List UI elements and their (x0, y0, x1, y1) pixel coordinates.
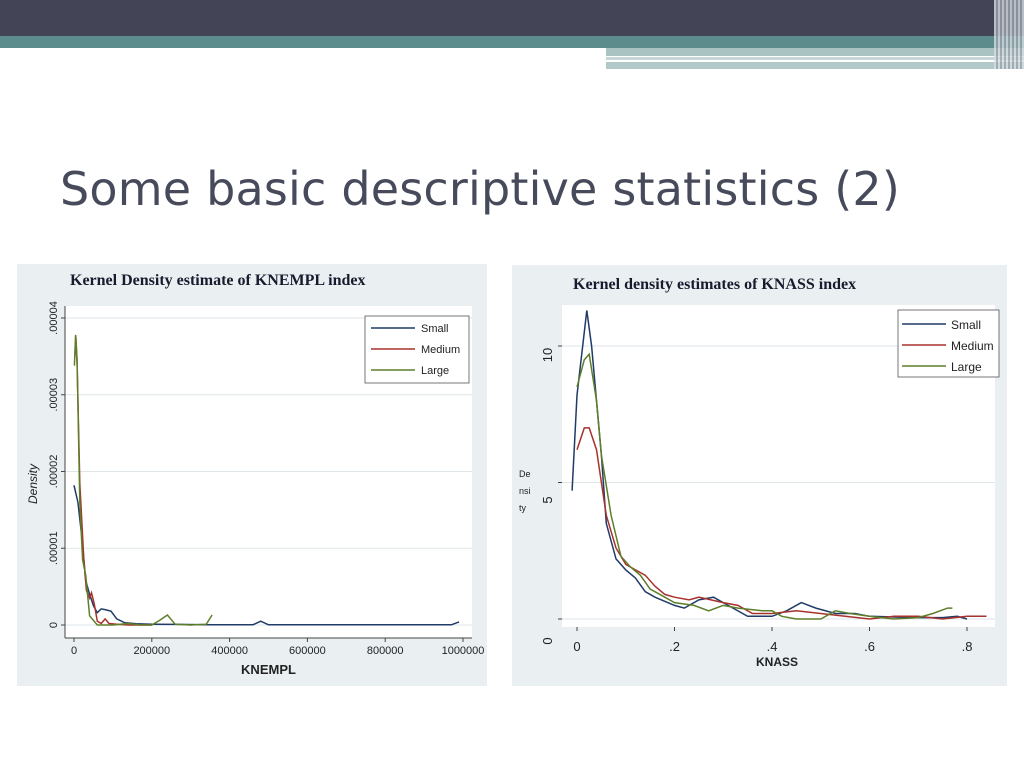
y-axis-label-part: ty (519, 503, 527, 513)
chart-knempl-panel: Kernel Density estimate of KNEMPL index 0… (17, 264, 487, 686)
y-tick-label: 0 (48, 622, 60, 628)
accent-band-light (606, 48, 1024, 56)
series-line-large (576, 352, 953, 620)
legend-label: Large (951, 360, 982, 374)
legend-label: Small (951, 318, 981, 332)
accent-band-lower (606, 62, 1024, 69)
chart-title: Kernel Density estimate of KNEMPL index (70, 272, 366, 289)
series-line-large (73, 334, 213, 626)
x-tick-label: 0 (71, 645, 77, 657)
accent-band-thin (606, 57, 1024, 60)
x-tick-label: 200000 (133, 645, 170, 657)
x-tick-label: 1000000 (442, 645, 485, 657)
x-tick-label: .8 (962, 639, 973, 654)
chart-knempl: Kernel Density estimate of KNEMPL index 0… (26, 272, 485, 677)
header-bar (0, 0, 1024, 36)
y-axis-label-part: nsi (519, 486, 531, 496)
accent-band (0, 36, 1024, 48)
y-tick-label: 10 (540, 348, 555, 362)
legend-label: Medium (421, 344, 460, 356)
y-axis-label: Density (26, 463, 40, 504)
y-tick-label: .00001 (48, 531, 60, 565)
legend-label: Small (421, 323, 449, 335)
x-tick-label: 400000 (211, 645, 248, 657)
series-line-small (73, 485, 460, 626)
y-tick-label: .00004 (48, 301, 60, 335)
x-tick-label: 600000 (289, 645, 326, 657)
y-axis-label-part: De (519, 469, 531, 479)
x-tick-label: .2 (669, 639, 680, 654)
x-tick-label: .4 (767, 639, 778, 654)
x-tick-label: 800000 (367, 645, 404, 657)
chart-title: Kernel density estimates of KNASS index (573, 276, 856, 293)
slide-title: Some basic descriptive statistics (2) (60, 162, 900, 216)
y-tick-label: .00003 (48, 378, 60, 412)
x-axis-label: KNEMPL (241, 662, 296, 677)
y-tick-label: 0 (540, 637, 555, 644)
x-tick-label: 0 (573, 639, 580, 654)
x-axis-label: KNASS (756, 655, 798, 669)
chart-knass-panel: Kernel density estimates of KNASS index 0… (512, 265, 1007, 686)
chart-knass: Kernel density estimates of KNASS index 0… (519, 276, 1000, 669)
decorative-stripes (994, 0, 1024, 69)
x-tick-label: .6 (864, 639, 875, 654)
y-tick-label: .00002 (48, 455, 60, 489)
y-tick-label: 5 (540, 496, 555, 503)
legend-label: Medium (951, 339, 994, 353)
legend-label: Large (421, 365, 449, 377)
